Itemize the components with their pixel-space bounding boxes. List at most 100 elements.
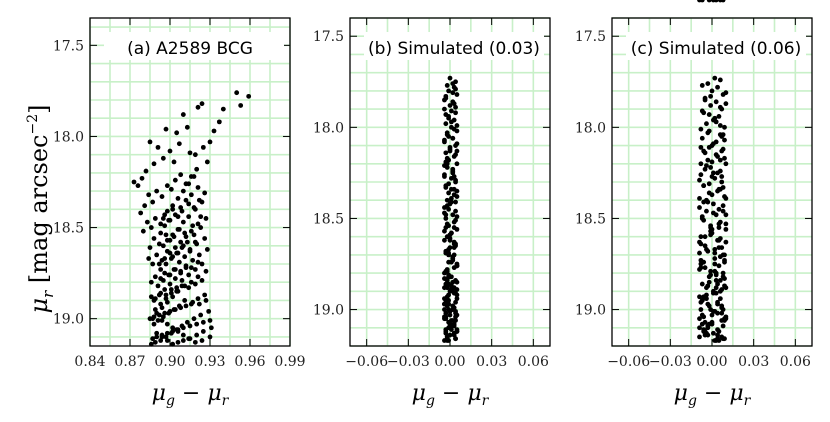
plot-frame [89, 17, 291, 347]
data-point [188, 265, 194, 271]
x-tick-label: 0.03 [738, 354, 769, 370]
data-point [186, 336, 192, 342]
data-point [450, 254, 456, 260]
x-tick-label: 0.84 [74, 354, 105, 370]
data-point [448, 108, 454, 114]
data-point [158, 230, 164, 236]
data-point [446, 247, 452, 252]
data-point [447, 103, 453, 108]
data-point [697, 250, 702, 256]
data-point [697, 205, 702, 210]
data-point [164, 299, 170, 305]
data-point [451, 245, 457, 251]
data-point [142, 203, 148, 209]
data-point [706, 279, 712, 285]
data-point [697, 196, 702, 201]
data-point [447, 321, 453, 327]
data-point [176, 303, 182, 309]
data-point [190, 257, 196, 263]
data-point [717, 123, 723, 128]
data-point [199, 199, 205, 205]
data-point [716, 225, 722, 230]
data-point [453, 299, 458, 305]
data-point [443, 310, 449, 316]
data-point [163, 296, 169, 302]
data-point [454, 279, 460, 285]
data-point [172, 177, 178, 183]
data-point [701, 148, 707, 154]
data-point [697, 177, 702, 183]
data-point [160, 314, 166, 320]
data-point [180, 219, 186, 225]
data-point [176, 141, 182, 147]
data-point [453, 152, 458, 158]
data-point [699, 298, 705, 303]
data-point [454, 312, 460, 318]
data-point [168, 256, 174, 261]
data-point [203, 268, 209, 274]
data-point [199, 101, 205, 107]
data-point [164, 208, 170, 214]
data-point [450, 166, 456, 172]
data-point [159, 194, 165, 199]
data-point [712, 261, 718, 267]
data-point [712, 247, 718, 252]
data-point [140, 228, 146, 234]
data-point [719, 310, 725, 316]
data-point [443, 112, 449, 117]
data-point [719, 148, 725, 154]
y-tick-label: 18.5 [575, 211, 606, 227]
data-point [187, 150, 193, 156]
data-point [444, 338, 450, 343]
data-point [702, 243, 708, 249]
data-point [448, 327, 454, 332]
title-backdrop [626, 32, 806, 60]
data-point [191, 232, 197, 238]
data-point [206, 308, 212, 314]
data-point [444, 83, 450, 88]
data-point [178, 205, 184, 210]
data-point [698, 144, 704, 150]
data-point [702, 97, 708, 103]
title-backdrop [364, 32, 544, 60]
data-point [712, 115, 718, 121]
panel-1: −0.06−0.03 0.00 0.03 0.06 17.5 18.0 18.5 19.0 (b… [313, 17, 551, 409]
data-point [170, 206, 176, 212]
data-point [705, 157, 711, 163]
data-point [172, 212, 178, 218]
data-point [147, 139, 153, 145]
data-point [163, 261, 169, 267]
data-point [156, 261, 162, 267]
data-point [710, 210, 716, 216]
data-point [155, 144, 161, 150]
x-tick-label: 0.03 [476, 354, 507, 370]
data-point [207, 334, 213, 340]
panel-0: 0.84 0.87 0.90 0.93 0.96 0.99 17.5 18.0 18.5 19.0… [53, 17, 306, 409]
data-point [162, 270, 168, 276]
data-point [708, 272, 714, 278]
x-tick-label: 0.87 [114, 354, 145, 370]
data-point [453, 217, 458, 223]
data-point [203, 298, 209, 303]
data-point [443, 225, 449, 230]
data-point [444, 155, 450, 161]
data-point [159, 305, 165, 311]
data-point [188, 301, 194, 307]
x-tick-label: 0.96 [234, 354, 265, 370]
data-point [451, 241, 457, 247]
data-point [166, 310, 172, 316]
data-point [699, 83, 705, 88]
data-point [196, 252, 202, 258]
data-point [195, 259, 201, 265]
data-point [172, 276, 178, 281]
data-point [159, 334, 165, 340]
data-point [178, 239, 184, 245]
scatter-points [442, 75, 460, 343]
data-point [454, 329, 460, 334]
data-point [451, 126, 457, 132]
y-tick-label: 18.0 [575, 120, 606, 136]
data-point [442, 106, 447, 112]
data-point [442, 97, 447, 103]
data-point [154, 252, 160, 258]
